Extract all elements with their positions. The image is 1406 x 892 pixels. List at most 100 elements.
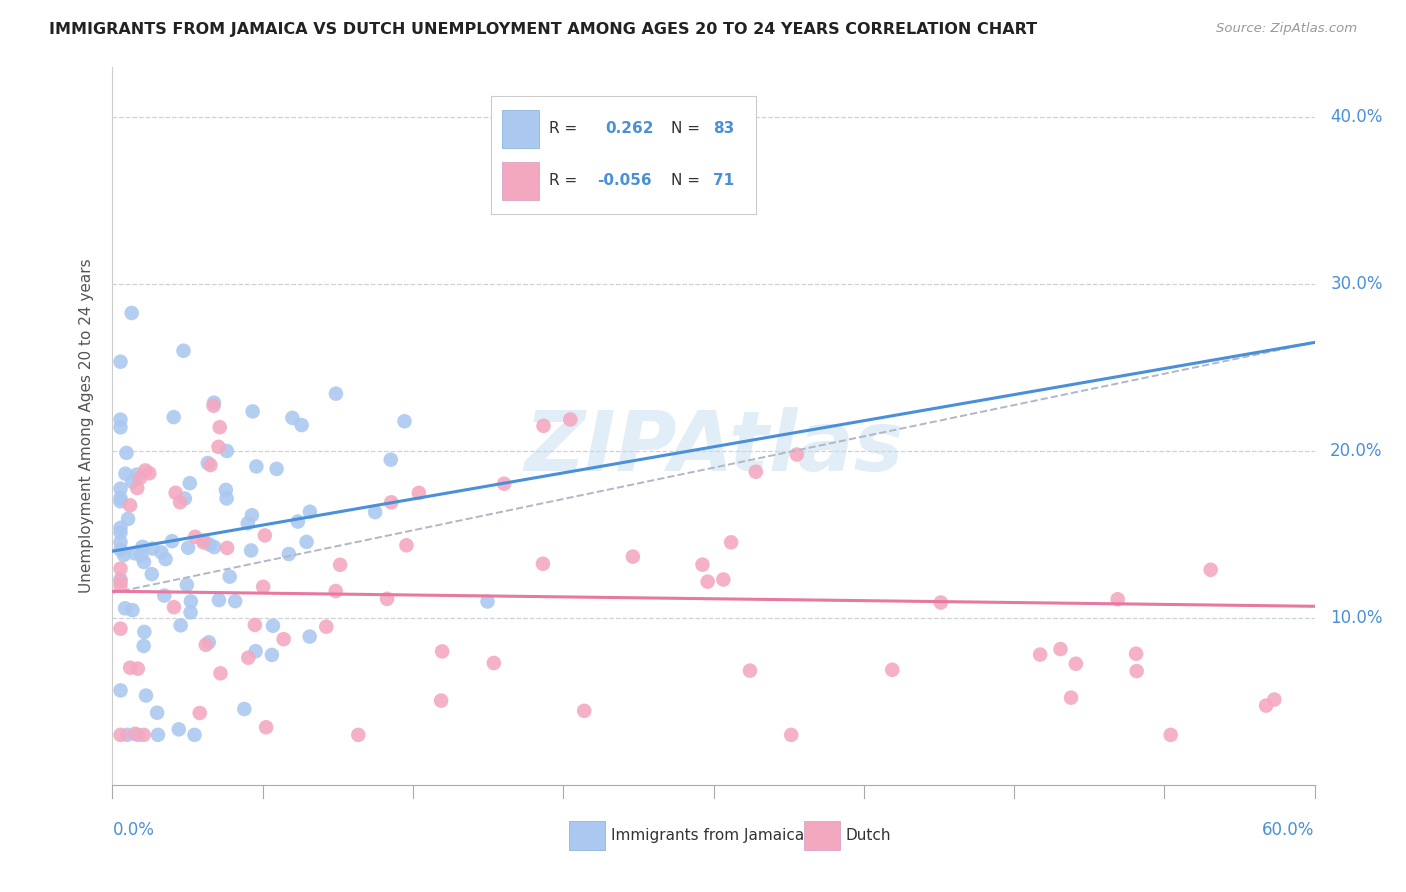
Point [172, 343, 194, 358]
Point [215, 444, 238, 458]
Point [242, 404, 264, 418]
Point [132, 728, 155, 742]
Point [110, 561, 132, 575]
Point [138, 467, 160, 481]
Point [121, 475, 143, 489]
Point [1256, 698, 1278, 713]
Text: ZIPAtlas: ZIPAtlas [524, 407, 903, 488]
Point [477, 594, 499, 608]
Point [114, 601, 136, 615]
Point [238, 650, 260, 665]
Point [494, 476, 516, 491]
Point [197, 456, 219, 470]
Point [720, 535, 742, 549]
Point [533, 418, 555, 433]
Point [786, 448, 808, 462]
Point [298, 630, 321, 644]
Point [188, 706, 211, 720]
Point [273, 632, 295, 647]
Point [215, 483, 238, 497]
Point [202, 395, 225, 409]
Point [146, 706, 169, 720]
Point [245, 459, 267, 474]
Point [560, 412, 582, 426]
Point [1199, 563, 1222, 577]
Point [160, 534, 183, 549]
Point [1060, 690, 1083, 705]
Point [252, 580, 274, 594]
Text: 20.0%: 20.0% [1330, 442, 1382, 460]
Point [179, 476, 201, 491]
Point [110, 525, 132, 540]
Point [110, 574, 132, 589]
Point [696, 574, 718, 589]
Point [198, 538, 221, 552]
Point [347, 728, 370, 742]
Bar [804, 821, 839, 849]
Point [430, 693, 453, 707]
Text: Immigrants from Jamaica: Immigrants from Jamaica [612, 828, 804, 843]
Point [180, 606, 202, 620]
Point [240, 543, 263, 558]
Point [183, 728, 205, 742]
Point [375, 591, 398, 606]
Point [124, 546, 146, 560]
Text: 40.0%: 40.0% [1330, 108, 1382, 126]
Point [745, 465, 768, 479]
Point [243, 618, 266, 632]
Point [531, 557, 554, 571]
Point [153, 589, 176, 603]
Point [134, 624, 156, 639]
Point [1049, 642, 1071, 657]
Point [110, 494, 132, 508]
Point [194, 638, 217, 652]
Point [193, 533, 215, 548]
Point [117, 512, 139, 526]
Point [163, 600, 186, 615]
Point [224, 594, 246, 608]
Point [131, 540, 153, 554]
Point [184, 530, 207, 544]
Point [115, 728, 138, 742]
Text: IMMIGRANTS FROM JAMAICA VS DUTCH UNEMPLOYMENT AMONG AGES 20 TO 24 YEARS CORRELAT: IMMIGRANTS FROM JAMAICA VS DUTCH UNEMPLO… [49, 22, 1038, 37]
Point [200, 458, 222, 472]
Point [163, 410, 186, 425]
Point [281, 410, 304, 425]
Point [215, 491, 238, 506]
Point [291, 418, 314, 433]
Point [298, 505, 321, 519]
Text: 0.0%: 0.0% [112, 821, 155, 838]
Point [1263, 692, 1285, 706]
Point [1125, 664, 1147, 678]
Point [208, 420, 231, 434]
Point [110, 535, 132, 549]
Point [217, 541, 239, 555]
Point [167, 723, 190, 737]
Point [208, 593, 231, 607]
Point [193, 535, 215, 549]
Point [135, 689, 157, 703]
Point [202, 540, 225, 554]
Text: 10.0%: 10.0% [1330, 609, 1382, 627]
Point [240, 508, 263, 523]
Point [110, 412, 132, 426]
Point [155, 552, 177, 566]
Point [207, 440, 229, 454]
Point [118, 498, 141, 512]
Point [165, 485, 187, 500]
Point [380, 495, 402, 509]
Point [110, 728, 132, 742]
Point [929, 595, 952, 609]
Point [325, 386, 347, 401]
Text: Source: ZipAtlas.com: Source: ZipAtlas.com [1216, 22, 1357, 36]
Point [266, 462, 288, 476]
Point [110, 683, 132, 698]
Point [209, 666, 232, 681]
Point [125, 467, 148, 482]
Point [277, 547, 299, 561]
Point [394, 414, 416, 428]
Point [882, 663, 904, 677]
Point [236, 516, 259, 531]
Text: 60.0%: 60.0% [1263, 821, 1315, 838]
Point [114, 467, 136, 481]
